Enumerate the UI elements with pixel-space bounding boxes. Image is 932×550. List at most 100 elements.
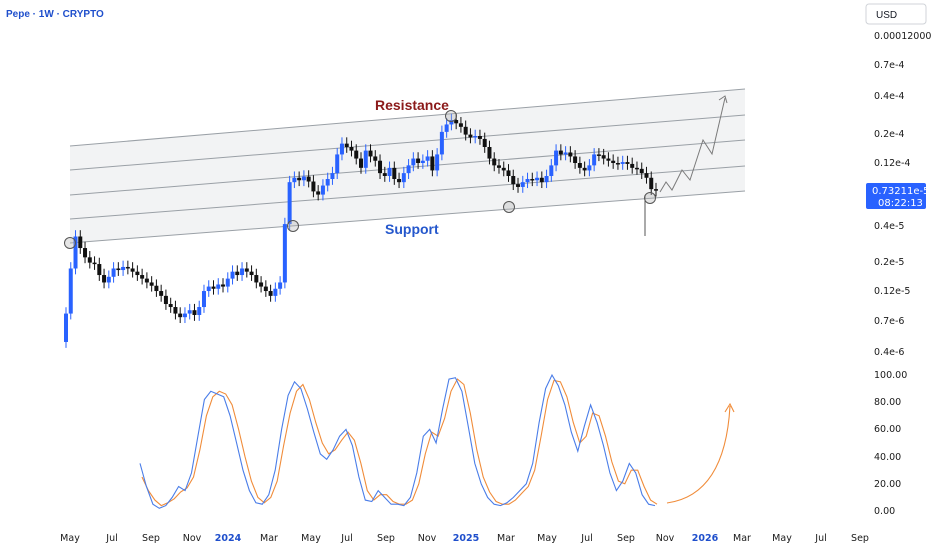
time-tick-label: Jul [340, 533, 352, 544]
candle-body [159, 291, 164, 296]
candle-body [197, 307, 202, 315]
time-tick-label: Jul [814, 533, 826, 544]
candle-body [363, 150, 368, 168]
candle-body [292, 177, 297, 183]
candle-body [339, 143, 344, 155]
candle-body [235, 271, 240, 276]
candle-body [92, 262, 97, 265]
candle-body [149, 282, 154, 286]
time-tick-label: Nov [183, 533, 202, 544]
channel-line [69, 114, 746, 171]
candle-body [244, 268, 249, 272]
candle-body [539, 177, 544, 183]
price-tick-label: 0.4e-5 [874, 221, 904, 232]
stochastic-rsi [139, 373, 735, 509]
candle-body [596, 154, 601, 156]
candle-body [525, 178, 530, 183]
stoch-tick-label: 60.00 [874, 424, 901, 435]
candle-body [297, 177, 302, 181]
candle-body [344, 143, 349, 148]
drawings [64, 95, 728, 249]
time-tick-label: May [772, 533, 792, 544]
candle-body [140, 275, 145, 279]
candle-body [320, 185, 325, 195]
touch-point-marker [64, 237, 76, 249]
candle-body [382, 173, 387, 176]
current-price-value: 0.73211e-5 [872, 186, 929, 197]
support-label: Support [385, 221, 439, 237]
candle-body [411, 158, 416, 166]
candle-body [416, 158, 421, 163]
stoch-tick-label: 40.00 [874, 452, 901, 463]
price-tick-label: 0.4e-6 [874, 347, 904, 358]
candle-body [482, 138, 487, 148]
candle-body [654, 189, 658, 191]
time-tick-label: May [301, 533, 321, 544]
candle-body [420, 160, 425, 163]
candle-body [263, 286, 268, 292]
candle-body [554, 150, 559, 166]
candle-body [401, 173, 406, 183]
candle-body [587, 165, 592, 171]
candle-body [606, 158, 611, 161]
candle-body [425, 156, 430, 161]
price-tick-label: 0.7e-4 [874, 60, 904, 71]
candle-body [273, 288, 278, 296]
chart-title: Pepe · 1W · CRYPTO [6, 9, 104, 20]
stoch-tick-label: 0.00 [874, 506, 895, 517]
candle-body [154, 285, 159, 292]
price-tick-label: 0.2e-4 [874, 129, 904, 140]
touch-point-marker [503, 201, 515, 213]
candle-body [216, 284, 221, 289]
candle-body [549, 165, 554, 176]
resistance-label: Resistance [375, 97, 449, 113]
candle-body [178, 313, 183, 318]
candle-body [111, 268, 116, 277]
candle-body [116, 268, 121, 271]
candle-body [173, 307, 178, 314]
candle-body [477, 136, 482, 139]
candle-body [473, 136, 478, 138]
time-tick-label: 2025 [453, 533, 479, 544]
candle-body [577, 163, 582, 168]
current-price-marker: 0.73211e-5 08:22:13 [866, 183, 929, 209]
candle-body [516, 184, 521, 187]
candle-body [135, 271, 140, 276]
candle-body [349, 147, 354, 151]
candle-body [620, 162, 625, 164]
candle-body [311, 181, 316, 192]
candle-body [573, 156, 578, 163]
time-tick-label: Mar [497, 533, 515, 544]
candle-body [625, 162, 630, 164]
candle-body [268, 291, 273, 296]
candle-body [187, 310, 192, 314]
candle-body [463, 126, 468, 135]
time-axis: May Jul Sep Nov 2024 Mar May Jul Sep Nov 2025 Mar Ma… [60, 533, 869, 544]
candle-body [316, 191, 321, 195]
currency-selector[interactable] [865, 3, 927, 25]
candle-body [325, 178, 330, 186]
price-tick-label: 0.7e-6 [874, 316, 904, 327]
candle-body [558, 150, 563, 155]
candle-body [544, 175, 549, 183]
candle-body [397, 178, 402, 183]
candle-body [254, 275, 259, 283]
candle-body [106, 276, 111, 283]
countdown-value: 08:22:13 [878, 198, 923, 209]
candle-body [230, 271, 235, 279]
candle-body [644, 173, 649, 178]
channel-line [69, 190, 746, 244]
candle-body [225, 278, 230, 287]
candle-body [306, 176, 311, 182]
currency-label: USD [876, 10, 897, 21]
candle-body [487, 147, 492, 159]
candle-body [78, 236, 83, 249]
stoch-k-line [139, 373, 656, 509]
time-tick-label: Sep [617, 533, 635, 544]
candle-body [454, 120, 459, 124]
candle-body [373, 156, 378, 161]
candle-body [130, 268, 135, 272]
time-tick-label: 2024 [215, 533, 242, 544]
candle-body [496, 165, 501, 168]
candle-body [444, 124, 449, 132]
